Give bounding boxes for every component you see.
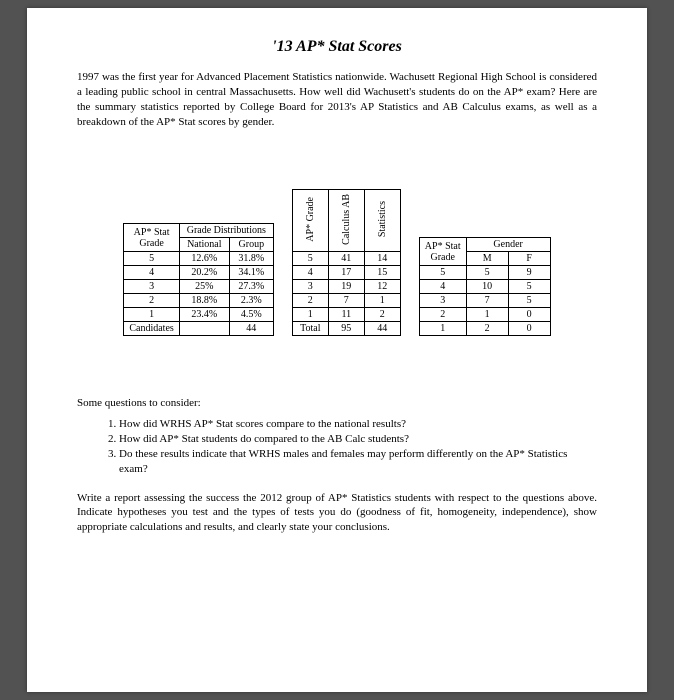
right-head-grade: AP* StatGrade: [419, 238, 466, 266]
mid-head-calc: Calculus AB: [328, 190, 364, 252]
mid-head-stat: Statistics: [364, 190, 400, 252]
question-item: How did WRHS AP* Stat scores compare to …: [119, 417, 597, 432]
table-row: 420.2%34.1%: [124, 266, 273, 280]
mid-head-apgrade: AP* Grade: [292, 190, 328, 252]
table-row: 54114: [292, 252, 400, 266]
grade-distribution-table: AP* StatGrade Grade Distributions Nation…: [123, 223, 273, 336]
table-row: 559: [419, 266, 550, 280]
table-row: 512.6%31.8%: [124, 252, 273, 266]
tables-row: AP* StatGrade Grade Distributions Nation…: [77, 189, 597, 336]
right-sub-f: F: [508, 252, 550, 266]
table-row: 271: [292, 294, 400, 308]
left-sub-group: Group: [229, 238, 273, 252]
table-row: 41715: [292, 266, 400, 280]
table-row: 325%27.3%: [124, 280, 273, 294]
table-row: Total9544: [292, 322, 400, 336]
table-row: 375: [419, 294, 550, 308]
left-head-grade: AP* StatGrade: [124, 224, 179, 252]
table-row: 120: [419, 322, 550, 336]
question-item: How did AP* Stat students do compared to…: [119, 432, 597, 447]
final-paragraph: Write a report assessing the success the…: [77, 491, 597, 536]
questions-list: How did WRHS AP* Stat scores compare to …: [77, 417, 597, 476]
right-sub-m: M: [466, 252, 508, 266]
ap-vs-calc-table: AP* Grade Calculus AB Statistics 54114 4…: [292, 189, 401, 336]
table-row: Candidates 44: [124, 322, 273, 336]
document-page: '13 AP* Stat Scores 1997 was the first y…: [27, 8, 647, 692]
table-row: 1112: [292, 308, 400, 322]
table-row: 123.4%4.5%: [124, 308, 273, 322]
question-item: Do these results indicate that WRHS male…: [119, 447, 597, 477]
right-head-gender: Gender: [466, 238, 550, 252]
table-row: 31912: [292, 280, 400, 294]
table-row: 4105: [419, 280, 550, 294]
left-head-dist: Grade Distributions: [179, 224, 273, 238]
page-title: '13 AP* Stat Scores: [77, 38, 597, 56]
left-sub-national: National: [179, 238, 229, 252]
table-row: 210: [419, 308, 550, 322]
questions-intro: Some questions to consider:: [77, 396, 597, 411]
table-row: 218.8%2.3%: [124, 294, 273, 308]
intro-paragraph: 1997 was the first year for Advanced Pla…: [77, 70, 597, 129]
gender-table: AP* StatGrade Gender M F 559 4105 375 21…: [419, 237, 551, 336]
